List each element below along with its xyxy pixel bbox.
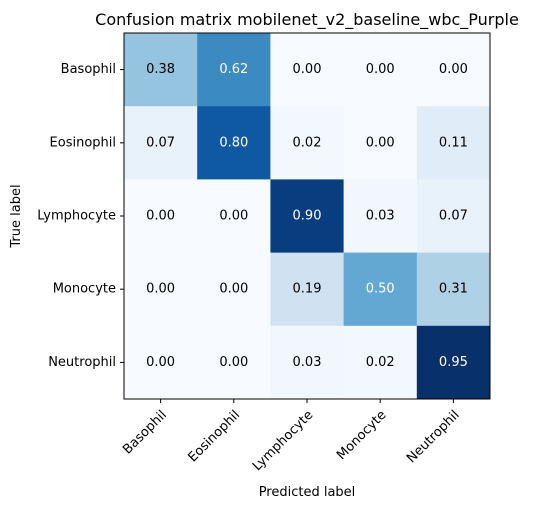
- x-axis: Basophil Eosinophil Lymphocyte Monocyte Neut…: [120, 399, 463, 474]
- cell-value-label: 0.00: [146, 209, 175, 224]
- cell-value-label: 0.00: [293, 62, 322, 77]
- cell-value-label: 0.31: [439, 282, 468, 297]
- cell-value-label: 0.07: [146, 135, 175, 150]
- heatmap-cell: [416, 33, 491, 107]
- x-tick-label: Neutrophil: [404, 408, 463, 467]
- heatmap-cells: [124, 33, 491, 400]
- cell-value-label: 0.07: [439, 209, 468, 224]
- heatmap-cell: [197, 179, 271, 254]
- cell-value-label: 0.00: [366, 135, 395, 150]
- x-axis-label: Predicted label: [259, 485, 356, 500]
- cell-value-label: 0.80: [219, 135, 248, 150]
- heatmap-cell: [343, 106, 418, 180]
- cell-value-label: 0.00: [219, 282, 248, 297]
- cell-value-label: 0.00: [219, 209, 248, 224]
- cell-value-label: 0.00: [439, 62, 468, 77]
- heatmap-cell: [197, 106, 271, 180]
- heatmap-cell: [270, 33, 345, 107]
- cell-value-label: 0.02: [293, 135, 322, 150]
- heatmap-cell: [343, 179, 418, 254]
- cell-value-labels: 0.38 0.62 0.00 0.00 0.00 0.07 0.80 0.02 0.00 0.11…: [146, 62, 468, 370]
- heatmap-cell: [343, 252, 418, 327]
- heatmap-cell: [124, 252, 198, 327]
- x-tick-label: Basophil: [120, 408, 170, 458]
- cell-value-label: 0.00: [146, 282, 175, 297]
- heatmap-cell: [416, 179, 491, 254]
- heatmap-cell: [270, 252, 345, 327]
- heatmap-cell: [124, 325, 198, 400]
- cell-value-label: 0.50: [366, 282, 395, 297]
- cell-value-label: 0.90: [293, 209, 322, 224]
- y-tick-label: Eosinophil: [50, 135, 116, 150]
- heatmap-cell: [197, 252, 271, 327]
- cell-value-label: 0.19: [293, 282, 322, 297]
- cell-value-label: 0.62: [219, 62, 248, 77]
- y-axis-label: True label: [9, 184, 24, 248]
- cell-value-label: 0.00: [146, 355, 175, 370]
- x-tick-label: Eosinophil: [185, 408, 243, 466]
- y-tick-label: Neutrophil: [48, 355, 116, 370]
- heatmap-cell: [416, 106, 491, 180]
- heatmap-cell: [416, 325, 491, 400]
- cell-value-label: 0.95: [439, 355, 468, 370]
- cell-value-label: 0.38: [146, 62, 175, 77]
- heatmap-cell: [270, 325, 345, 400]
- x-tick-label: Monocyte: [334, 408, 389, 463]
- heatmap-cell: [343, 325, 418, 400]
- heatmap-cell: [343, 33, 418, 107]
- cell-value-label: 0.00: [366, 62, 395, 77]
- chart-title: Confusion matrix mobilenet_v2_baseline_w…: [95, 10, 519, 30]
- heatmap-cell: [416, 252, 491, 327]
- y-tick-label: Monocyte: [53, 282, 116, 297]
- heatmap-cell: [124, 106, 198, 180]
- heatmap-cell: [270, 106, 345, 180]
- cell-value-label: 0.02: [366, 355, 395, 370]
- cell-value-label: 0.03: [366, 209, 395, 224]
- cell-value-label: 0.00: [219, 355, 248, 370]
- heatmap-cell: [197, 325, 271, 400]
- heatmap-cell: [124, 33, 198, 107]
- heatmap-cell: [197, 33, 271, 107]
- y-axis: Basophil Eosinophil Lymphocyte Monocyte Neut…: [37, 62, 124, 370]
- cell-value-label: 0.03: [293, 355, 322, 370]
- heatmap-cell: [270, 179, 345, 254]
- y-tick-label: Basophil: [61, 62, 116, 77]
- cell-value-label: 0.11: [439, 135, 468, 150]
- y-tick-label: Lymphocyte: [37, 209, 116, 224]
- heatmap-cell: [124, 179, 198, 254]
- x-tick-label: Lymphocyte: [250, 408, 316, 474]
